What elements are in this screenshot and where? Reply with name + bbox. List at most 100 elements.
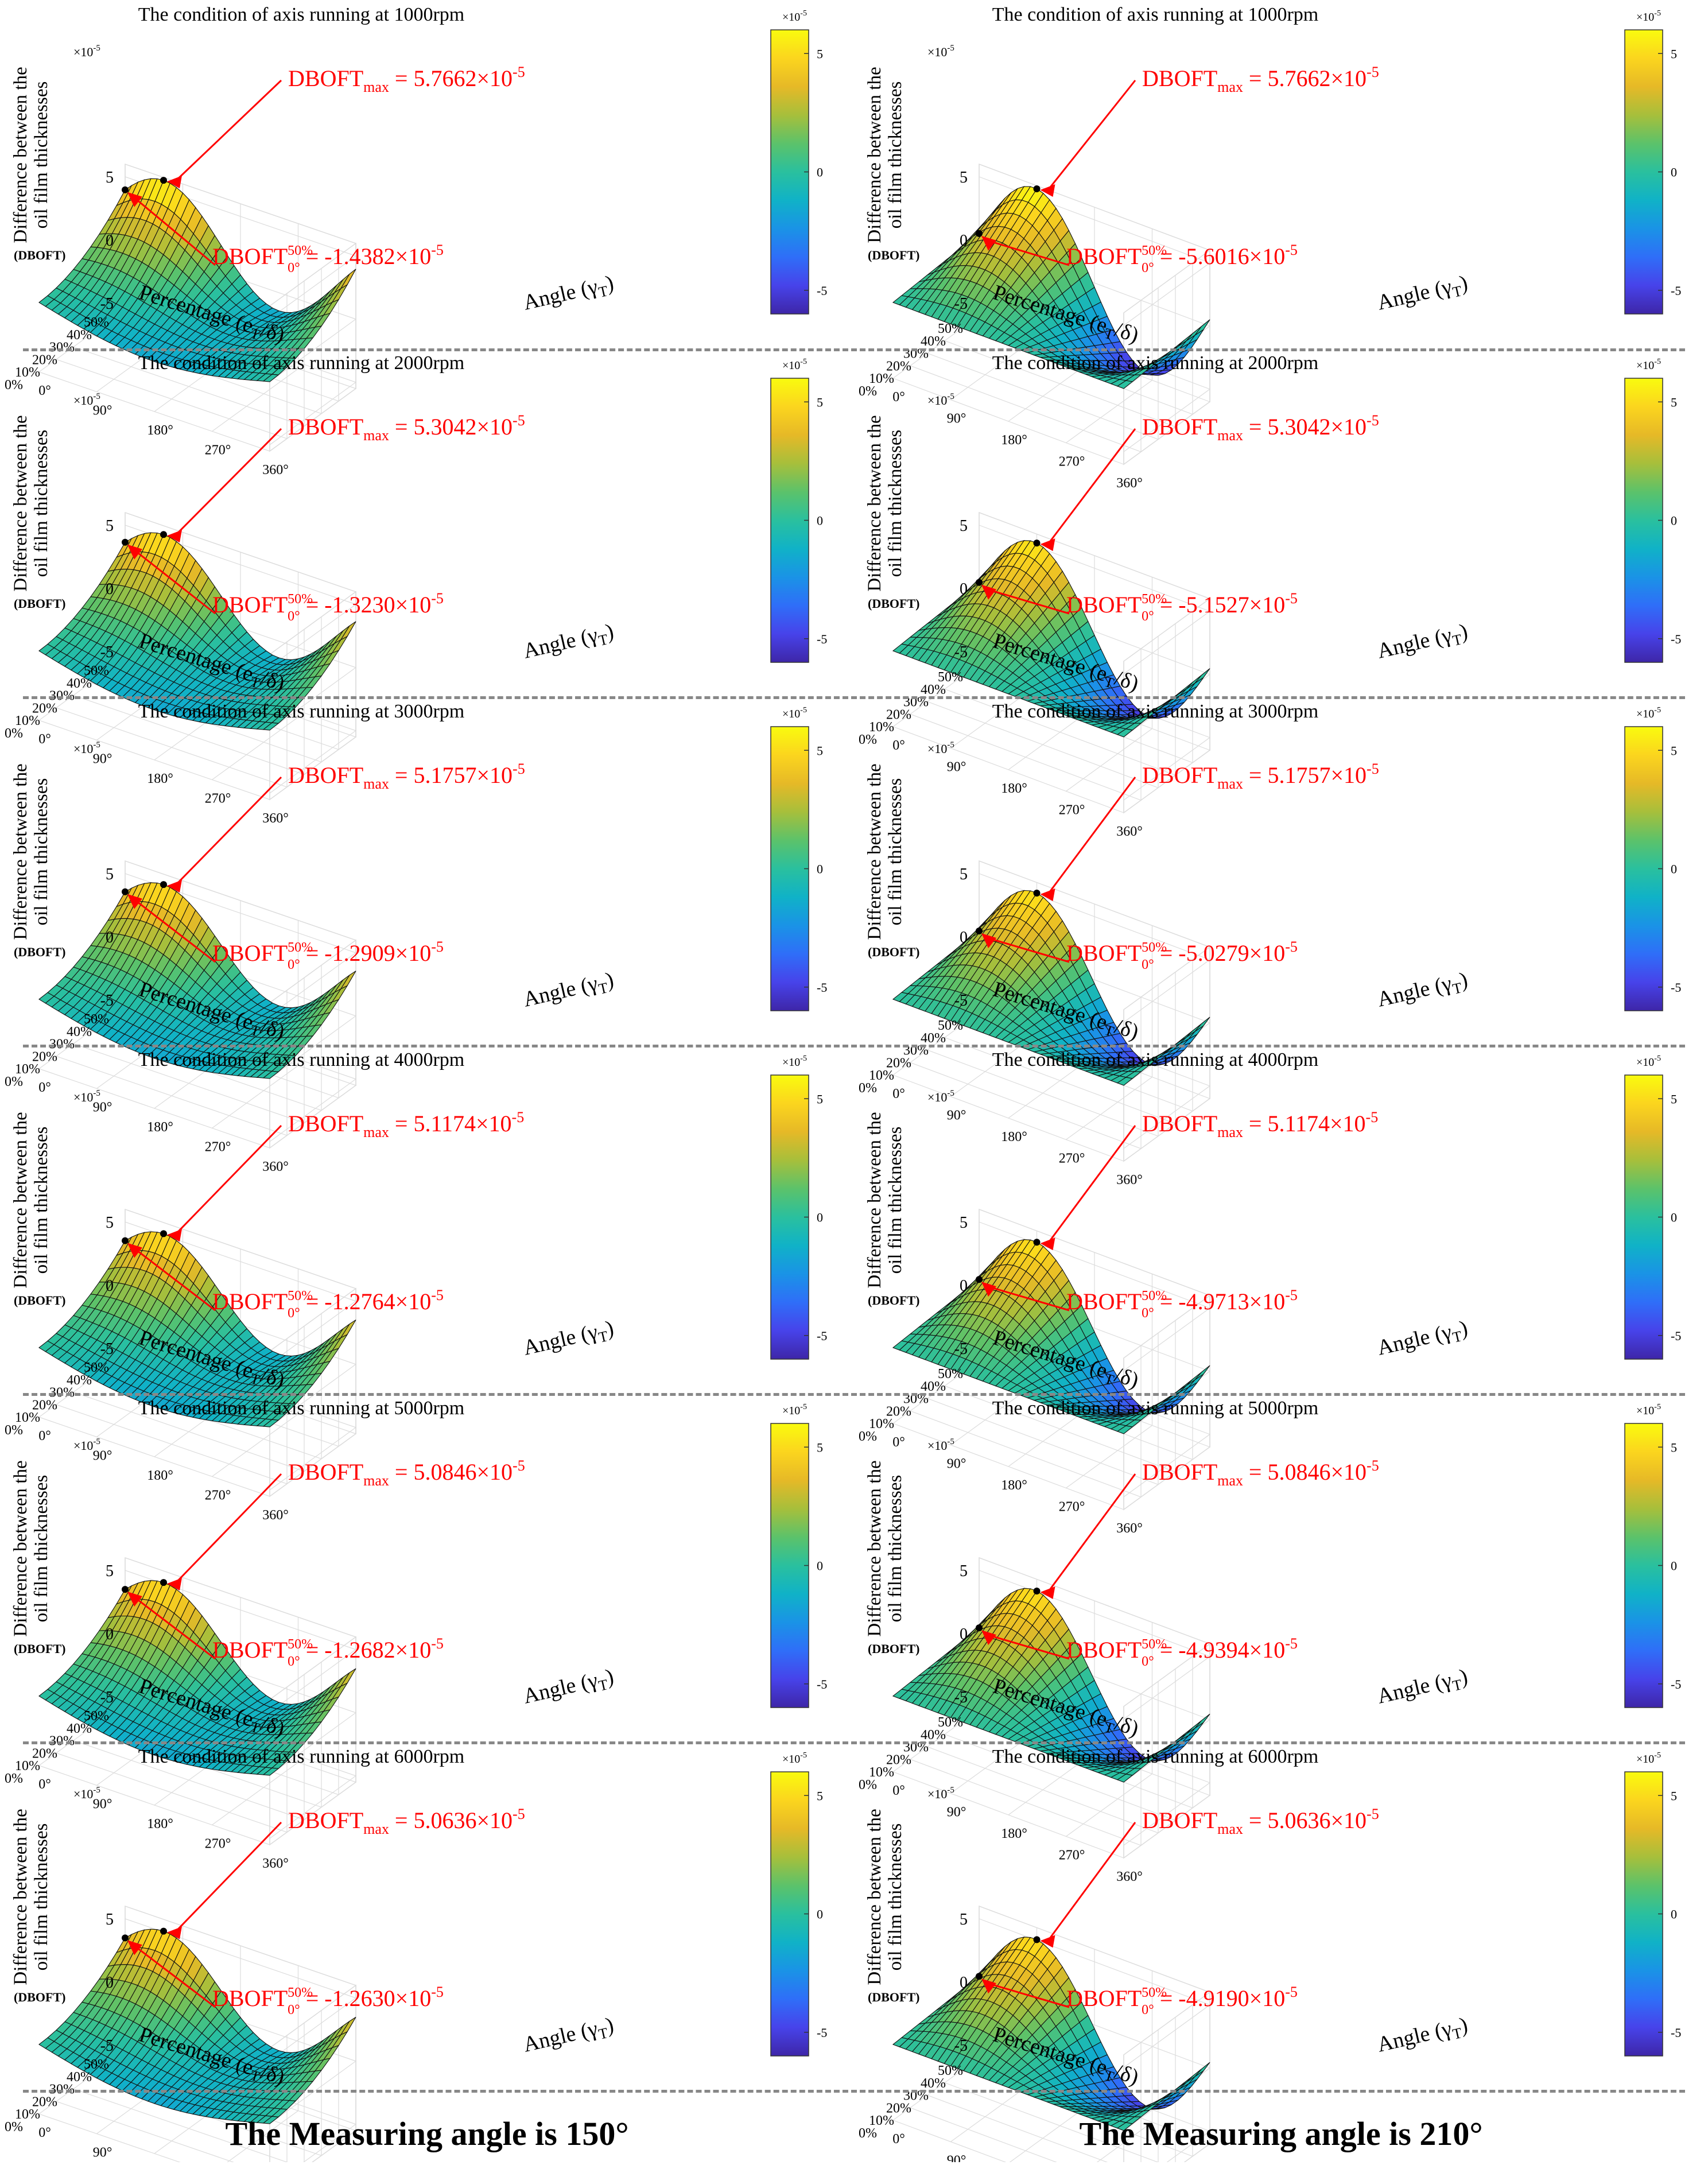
z-axis-abbreviation: (DBOFT) (14, 945, 65, 959)
z-axis-abbreviation: (DBOFT) (868, 945, 919, 959)
z-axis-abbreviation: (DBOFT) (14, 1642, 65, 1656)
z-tick-label: -5 (100, 295, 114, 313)
colorbar-exponent: ×10-5 (1636, 706, 1661, 720)
z-axis-label-line1: Difference between the (864, 1460, 885, 1636)
z-axis-label-line1: Difference between the (864, 67, 885, 243)
colorbar (771, 1423, 809, 1708)
z-axis-abbreviation: (DBOFT) (868, 596, 919, 611)
y-tick-label: 180° (1001, 1130, 1027, 1144)
z-axis-label-line1: Difference between the (10, 1460, 31, 1636)
colorbar (1625, 727, 1663, 1011)
max-arrow-line (174, 80, 281, 183)
colorbar-tick-label: 0 (817, 165, 823, 180)
colorbar-tick-label: -5 (1671, 1329, 1681, 1343)
colorbar-tick-label: 5 (1671, 1440, 1677, 1454)
panel-title: The condition of axis running at 1000rpm (992, 4, 1318, 25)
y-axis-label: Angle (γT) (521, 2013, 617, 2060)
y-tick-label: 90° (93, 1797, 112, 1812)
colorbar-tick-label: 5 (817, 46, 823, 61)
max-point-marker (160, 1579, 167, 1586)
z-tick-label: 5 (106, 517, 114, 535)
z-axis-label-line1: Difference between the (10, 1112, 31, 1288)
max-point-marker (1034, 540, 1041, 546)
z-tick-label: 0 (106, 1974, 114, 1992)
max-annotation: DBOFTmax = 5.0846×10-5 (288, 1457, 525, 1489)
chart-panel-8: The condition of axis running at 5000rpm… (5, 1398, 827, 1871)
z-tick-label: 5 (106, 1911, 114, 1929)
z-tick-label: 5 (106, 866, 114, 883)
max-point-marker (1034, 185, 1041, 192)
z-axis-abbreviation: (DBOFT) (868, 1642, 919, 1656)
colorbar (771, 378, 809, 662)
colorbar-tick-label: -5 (1671, 1677, 1681, 1691)
colorbar (771, 727, 809, 1011)
max-point-marker (1034, 890, 1041, 897)
y-tick-label: 90° (947, 1805, 966, 1820)
panel-title: The condition of axis running at 4000rpm (138, 1049, 464, 1070)
z-exponent: ×10-5 (927, 740, 954, 756)
max-point-marker (160, 177, 167, 184)
max-annotation: DBOFTmax = 5.1757×10-5 (288, 761, 525, 792)
z-tick-label: 0 (106, 580, 114, 598)
panel-title: The condition of axis running at 2000rpm (138, 352, 464, 374)
colorbar-exponent: ×10-5 (1636, 358, 1661, 372)
y-tick-label: 0° (892, 390, 905, 405)
x-tick-label: 0% (5, 1423, 23, 1438)
z-tick-label: -5 (100, 992, 114, 1010)
colorbar-tick-label: 0 (817, 1210, 823, 1225)
colorbar-tick-label: 5 (1671, 395, 1677, 409)
colorbar (1625, 378, 1663, 662)
panel-title: The condition of axis running at 2000rpm (992, 352, 1318, 374)
y-tick-label: 180° (147, 1817, 173, 1832)
y-tick-label: 180° (147, 1468, 173, 1483)
z-axis-abbreviation: (DBOFT) (868, 1293, 919, 1307)
y-tick-label: 360° (1116, 1521, 1143, 1536)
z-axis-label-line1: Difference between the (864, 415, 885, 591)
y-tick-label: 270° (1059, 1151, 1085, 1166)
colorbar-tick-label: 5 (817, 1788, 823, 1803)
colorbar-tick-label: 0 (817, 514, 823, 528)
y-tick-label: 90° (947, 412, 966, 426)
z-axis-label-line1: Difference between the (864, 1112, 885, 1288)
y-tick-label: 270° (205, 443, 231, 458)
y-tick-label: 180° (147, 423, 173, 438)
z-tick-label: 5 (106, 169, 114, 187)
colorbar (771, 1772, 809, 2056)
y-tick-label: 0° (892, 1087, 905, 1101)
colorbar-exponent: ×10-5 (782, 706, 807, 720)
y-tick-label: 360° (1116, 1173, 1143, 1188)
grid-line (893, 378, 1124, 464)
y-tick-label: 180° (147, 1120, 173, 1135)
z-axis-label-line2: oil film thicknesses (31, 1475, 52, 1623)
colorbar (771, 1075, 809, 1359)
z-axis-label-line2: oil film thicknesses (31, 1127, 52, 1274)
chart-panel-4: The condition of axis running at 3000rpm… (5, 701, 827, 1174)
z-axis-label-line1: Difference between the (10, 415, 31, 591)
z-axis-label-line2: oil film thicknesses (885, 82, 906, 229)
y-tick-label: 360° (262, 463, 289, 478)
colorbar-exponent: ×10-5 (782, 9, 807, 24)
max-annotation: DBOFTmax = 5.0636×10-5 (288, 1806, 525, 1837)
colorbar-tick-label: -5 (817, 284, 827, 298)
y-tick-label: 0° (38, 1429, 51, 1444)
z-axis-label-line2: oil film thicknesses (885, 1127, 906, 1274)
y-axis-label: Angle (γT) (521, 1665, 617, 1712)
colorbar-tick-label: 0 (1671, 1210, 1677, 1225)
z-tick-label: -5 (100, 1340, 114, 1358)
z-exponent: ×10-5 (927, 1437, 954, 1453)
y-tick-label: 360° (262, 1508, 289, 1523)
z-tick-label: 0 (106, 1277, 114, 1295)
y-axis-label: Angle (γT) (1375, 1316, 1471, 1363)
max-point-marker (160, 881, 167, 888)
colorbar-tick-label: 5 (817, 1440, 823, 1454)
x-tick-label: 0% (859, 1778, 877, 1792)
colorbar-exponent: ×10-5 (1636, 1403, 1661, 1417)
colorbar-tick-label: 5 (1671, 743, 1677, 758)
y-tick-label: 360° (1116, 1869, 1143, 1884)
